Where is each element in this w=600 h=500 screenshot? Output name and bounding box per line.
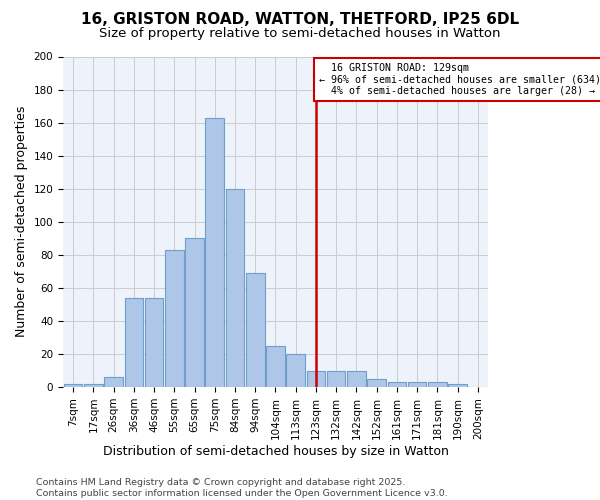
Bar xyxy=(327,370,346,387)
Bar xyxy=(448,384,467,387)
Bar xyxy=(165,250,184,387)
Bar xyxy=(84,384,103,387)
Bar xyxy=(145,298,163,387)
Y-axis label: Number of semi-detached properties: Number of semi-detached properties xyxy=(15,106,28,338)
Bar xyxy=(347,370,365,387)
Bar xyxy=(226,188,244,387)
Bar xyxy=(246,273,265,387)
Text: 16 GRISTON ROAD: 129sqm
← 96% of semi-detached houses are smaller (634)
  4% of : 16 GRISTON ROAD: 129sqm ← 96% of semi-de… xyxy=(319,63,600,96)
Bar xyxy=(428,382,446,387)
Bar xyxy=(367,379,386,387)
Text: 16, GRISTON ROAD, WATTON, THETFORD, IP25 6DL: 16, GRISTON ROAD, WATTON, THETFORD, IP25… xyxy=(81,12,519,28)
Bar xyxy=(408,382,427,387)
Bar xyxy=(185,238,204,387)
Bar xyxy=(307,370,325,387)
Bar xyxy=(286,354,305,387)
Bar xyxy=(266,346,285,387)
X-axis label: Distribution of semi-detached houses by size in Watton: Distribution of semi-detached houses by … xyxy=(103,444,448,458)
Bar xyxy=(388,382,406,387)
Bar xyxy=(205,118,224,387)
Bar xyxy=(125,298,143,387)
Text: Contains HM Land Registry data © Crown copyright and database right 2025.
Contai: Contains HM Land Registry data © Crown c… xyxy=(36,478,448,498)
Bar xyxy=(64,384,82,387)
Text: Size of property relative to semi-detached houses in Watton: Size of property relative to semi-detach… xyxy=(99,28,501,40)
Bar xyxy=(104,377,123,387)
